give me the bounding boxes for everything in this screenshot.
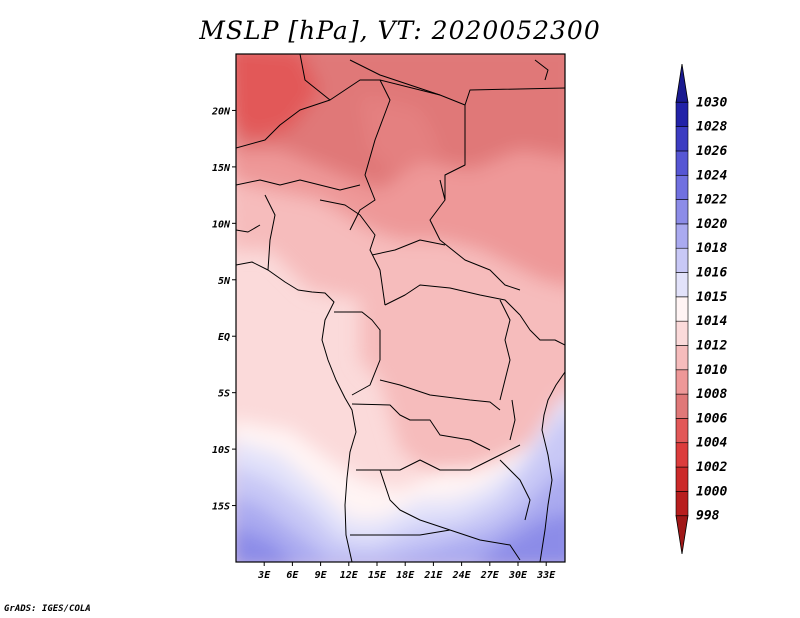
lon-tick-label: 21E [423,570,443,581]
longitude-axis: 3E 6E 9E 12E 15E 18E 21E 24E 27E 30E 33E [257,562,556,581]
west-africa-coast [236,261,357,562]
lat-tick-label: 5N [218,276,231,287]
map-frame [235,53,566,563]
field-1018 [236,417,565,562]
lon-tick-label: 18E [396,570,415,581]
colorbar-label: 1010 [696,363,727,378]
colorbar-cell [675,272,689,298]
latitude-axis: 20N 15N 10N 5N EQ 5S 10S 15S [211,106,236,513]
colorbar-cell [675,199,689,225]
grads-footer: GrADS: IGES/COLA [4,604,91,614]
colorbar: 998 1000 1002 1004 1006 1008 1010 1012 1014 1015 1… [675,63,727,555]
colorbar-cell [675,491,689,516]
field-1022b [479,513,565,562]
colorbar-label: 1020 [696,217,727,232]
colorbar-cell [675,320,689,346]
lon-tick-label: 30E [508,570,528,581]
colorbar-label: 1006 [696,411,727,426]
colorbar-label: 1012 [696,338,727,353]
lat-tick-label: EQ [218,332,230,343]
field-1004 [236,54,320,140]
colorbar-cell [675,150,689,176]
field-1020 [236,470,565,562]
field-1022 [236,527,292,562]
colorbar-label: 1000 [696,484,727,499]
colorbar-label: 1004 [696,436,727,451]
lat-tick-label: 10S [212,445,230,456]
colorbar-label: 1028 [696,120,727,135]
country-borders [236,54,565,562]
map-title: MSLP [hPa], VT: 2020052300 [199,16,601,45]
colorbar-cell [675,296,689,322]
colorbar-label: 1002 [696,460,727,475]
colorbar-cell [675,418,689,444]
colorbar-cell [675,102,689,127]
colorbar-cell [675,126,689,152]
colorbar-label: 1030 [696,95,727,110]
colorbar-cell [675,466,689,492]
lon-tick-label: 6E [286,570,299,581]
lat-tick-label: 5S [218,389,230,400]
colorbar-label: 1024 [696,168,727,183]
colorbar-cell [675,174,689,200]
colorbar-low-triangle [675,515,689,555]
east-africa-coast [539,371,565,562]
colorbar-label: 1018 [696,241,727,256]
lon-tick-label: 27E [480,570,500,581]
colorbar-high-triangle [675,63,689,103]
colorbar-cell [675,369,689,395]
colorbar-cell [675,393,689,419]
lat-tick-label: 15N [212,163,231,174]
colorbar-cell [675,223,689,249]
lat-tick-label: 10N [212,219,231,230]
colorbar-cell [675,345,689,371]
colorbar-label: 998 [696,509,720,524]
lat-tick-label: 20N [211,106,231,117]
lon-tick-label: 15E [368,570,387,581]
lon-tick-label: 12E [340,570,359,581]
colorbar-label: 1015 [696,290,727,305]
lon-tick-label: 33E [536,570,556,581]
colorbar-label: 1016 [696,266,727,281]
colorbar-label: 1014 [696,314,727,329]
lat-tick-label: 15S [212,502,230,513]
colorbar-label: 1022 [696,193,727,208]
lon-tick-label: 9E [315,570,328,581]
field-1004b [360,95,440,175]
lon-tick-label: 3E [257,570,271,581]
pressure-field [236,54,565,562]
colorbar-cell [675,247,689,273]
colorbar-label: 1026 [696,144,727,159]
colorbar-label: 1008 [696,387,727,402]
lon-tick-label: 24E [452,570,472,581]
colorbar-cell [675,442,689,468]
